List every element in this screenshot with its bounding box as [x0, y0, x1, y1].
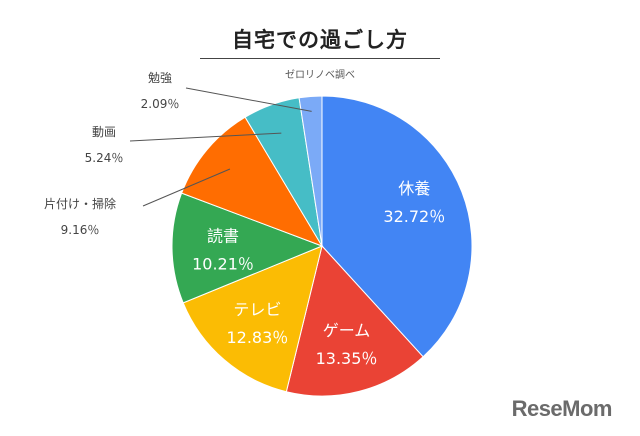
- pie-slice: [171, 192, 324, 304]
- leader-line: [142, 168, 231, 207]
- slice-label: 片付け・掃除: [44, 196, 116, 211]
- pie-slice: [285, 244, 424, 397]
- slice-value-label: 2.09％: [141, 97, 180, 111]
- pie-slice: [321, 95, 473, 358]
- leader-line: [185, 87, 312, 112]
- leader-line: [129, 132, 282, 142]
- chart-title: 自宅での過ごし方: [232, 28, 408, 52]
- slice-label: 動画: [92, 125, 116, 139]
- pie-slice: [180, 116, 324, 247]
- slice-value-label: 5.24％: [85, 151, 124, 165]
- slice-label: 勉強: [148, 71, 172, 85]
- slice-value-label: 12.83％: [226, 328, 288, 347]
- title-underline: [200, 58, 440, 59]
- slice-label: テレビ: [233, 300, 281, 319]
- slice-label: 休養: [398, 179, 430, 198]
- slice-value-label: 32.72％: [383, 207, 445, 226]
- slice-label: ゲーム: [323, 321, 371, 340]
- slice-value-label: 10.21％: [192, 254, 254, 273]
- slice-label: 読書: [207, 226, 239, 245]
- slice-value-label: 13.35％: [316, 349, 378, 368]
- pie-slice: [182, 245, 323, 393]
- chart-subtitle: ゼロリノベ調べ: [285, 70, 355, 81]
- pie-slice: [298, 95, 323, 247]
- watermark-logo: ReseMom: [511, 396, 613, 421]
- slice-value-label: 9.16％: [61, 223, 100, 237]
